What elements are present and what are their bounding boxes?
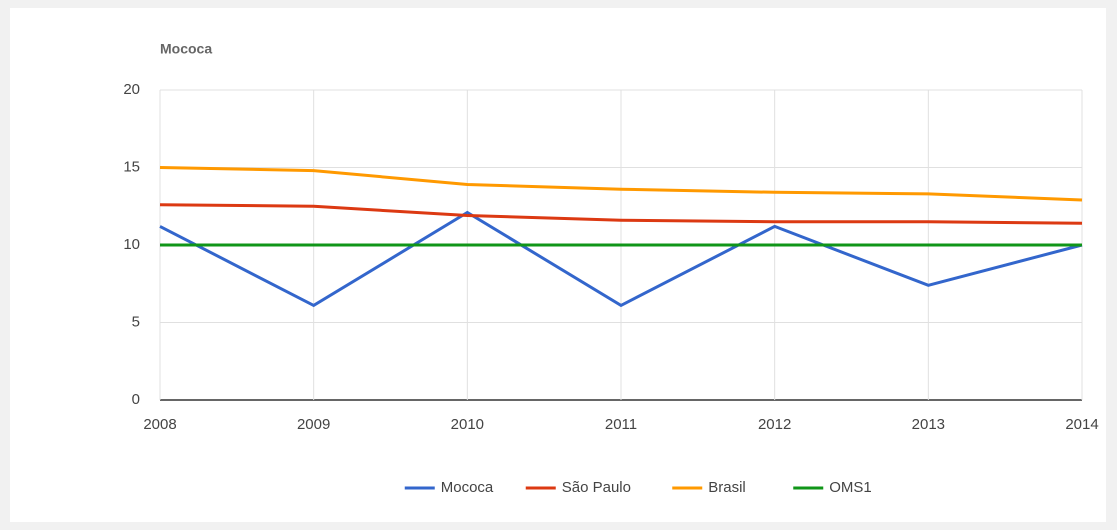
x-tick-label: 2009 (297, 416, 330, 433)
y-tick-label: 5 (132, 313, 140, 330)
x-tick-label: 2008 (143, 416, 176, 433)
x-tick-label: 2013 (912, 416, 945, 433)
x-tick-label: 2011 (605, 416, 637, 433)
line (159, 166, 1083, 202)
legend-label: OMS1 (829, 479, 872, 496)
line (159, 210, 1083, 308)
x-tick-label: 2014 (1065, 416, 1098, 433)
legend-label: Mococa (441, 479, 494, 496)
legend-label: São Paulo (562, 479, 631, 496)
y-tick-label: 20 (123, 81, 140, 98)
x-tick-label: 2010 (451, 416, 484, 433)
x-tick-label: 2012 (758, 416, 791, 433)
y-tick-label: 15 (123, 158, 140, 175)
line (159, 203, 1083, 225)
chart-title: Mococa (160, 41, 212, 57)
legend-label: Brasil (708, 479, 746, 496)
y-tick-label: 10 (123, 236, 140, 253)
y-tick-label: 0 (132, 391, 140, 408)
card (10, 8, 1106, 522)
